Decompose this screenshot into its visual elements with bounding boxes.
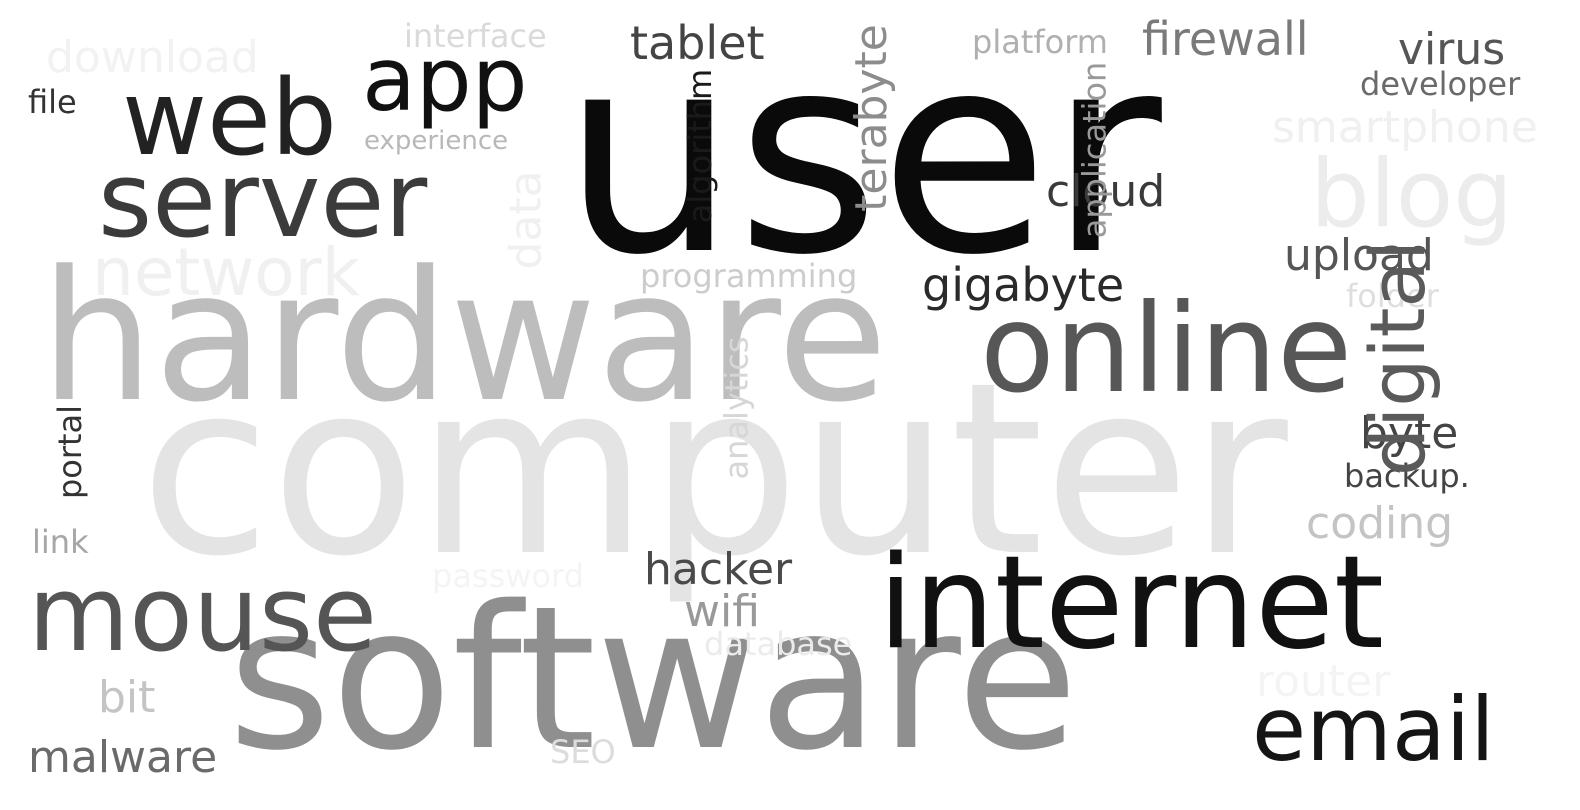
- word-seo: SEO: [550, 733, 616, 771]
- word-blog: blog: [1310, 140, 1513, 249]
- word-analytics: analytics: [717, 336, 756, 480]
- word-data: data: [500, 170, 552, 270]
- word-server: server: [98, 139, 428, 261]
- word-digital: digital: [1353, 239, 1443, 477]
- word-router: router: [1256, 656, 1391, 707]
- word-gigabyte: gigabyte: [922, 258, 1125, 312]
- word-experience: experience: [364, 126, 509, 156]
- word-platform: platform: [972, 23, 1108, 61]
- word-terabyte: terabyte: [845, 24, 897, 212]
- word-link: link: [32, 523, 89, 561]
- word-user: user: [562, 0, 1162, 315]
- word-password: password: [432, 557, 584, 595]
- word-hacker: hacker: [644, 544, 793, 595]
- word-programming: programming: [640, 257, 858, 295]
- word-coding: coding: [1306, 498, 1454, 549]
- word-database: database: [704, 625, 853, 663]
- word-interface: interface: [404, 17, 547, 55]
- word-network: network: [92, 234, 361, 311]
- word-download: download: [46, 32, 259, 83]
- word-byte: byte: [1360, 408, 1459, 459]
- word-software: software: [228, 563, 1079, 794]
- word-mouse: mouse: [28, 553, 378, 675]
- word-email: email: [1252, 678, 1495, 781]
- word-wifi: wifi: [684, 586, 760, 637]
- word-cloud: cloud: [1046, 166, 1166, 217]
- word-virus: virus: [1398, 24, 1506, 75]
- word-file: file: [28, 83, 77, 121]
- word-web: web: [122, 57, 338, 179]
- word-internet: internet: [878, 529, 1385, 678]
- word-online: online: [980, 278, 1353, 420]
- word-application: application: [1074, 61, 1113, 239]
- word-portal: portal: [51, 404, 90, 500]
- word-computer: computer: [140, 332, 1288, 609]
- word-hardware: hardware: [40, 233, 888, 442]
- word-upload: upload: [1284, 230, 1434, 281]
- word-developer: developer: [1360, 65, 1521, 103]
- word-algorithm: algorithm: [681, 68, 720, 224]
- word-firewall: firewall: [1142, 12, 1309, 66]
- word-app: app: [362, 28, 528, 131]
- word-folder: folder: [1346, 277, 1439, 315]
- word-backup: backup.: [1344, 457, 1470, 495]
- word-smartphone: smartphone: [1272, 102, 1538, 153]
- word-tablet: tablet: [630, 16, 765, 70]
- word-malware: malware: [28, 732, 218, 783]
- word-bit: bit: [98, 672, 156, 723]
